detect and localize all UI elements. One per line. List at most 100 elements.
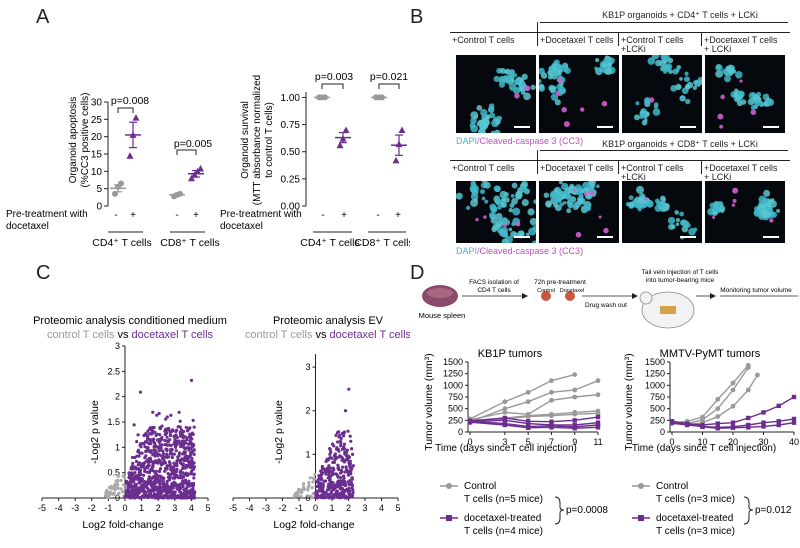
- nucleus: [497, 204, 502, 210]
- volcano-point-docetaxel: [342, 442, 347, 446]
- nucleus: [559, 202, 564, 207]
- series-point: [525, 399, 531, 405]
- series-line: [469, 373, 575, 420]
- volcano-point-docetaxel: [342, 445, 346, 449]
- volcano-point-docetaxel: [156, 461, 160, 465]
- series-line: [469, 393, 599, 421]
- volcano-point-docetaxel: [326, 485, 330, 489]
- panel-label-c: C: [36, 262, 51, 284]
- d-arrow-1-head-icon: [522, 293, 528, 299]
- legend-doc-n-kb1p: T cells (n=4 mice): [464, 526, 543, 537]
- volcano-point-docetaxel: [143, 468, 147, 472]
- volcano-point-docetaxel: [338, 492, 342, 496]
- data-point: [177, 190, 183, 197]
- volcano-point-docetaxel: [335, 431, 340, 435]
- volcano-point-docetaxel: [349, 439, 353, 443]
- series-point: [746, 415, 751, 421]
- volcano-point-docetaxel: [165, 455, 169, 459]
- volcano-point-docetaxel: [161, 478, 165, 483]
- x-tick-label: 5: [205, 503, 210, 513]
- volcano-point-control: [306, 486, 310, 491]
- volcano-point-docetaxel: [339, 444, 343, 448]
- nucleus: [668, 69, 673, 75]
- series-point: [776, 419, 781, 424]
- y-tick-label: 1: [115, 442, 120, 452]
- volcano-point-docetaxel: [163, 432, 167, 437]
- volcano-point-docetaxel: [323, 469, 328, 473]
- series-point: [549, 397, 554, 403]
- volcano-point-docetaxel: [146, 449, 151, 453]
- nucleus: [493, 185, 501, 192]
- volcano-point-docetaxel: [184, 478, 188, 482]
- nucleus: [642, 203, 648, 208]
- volcano-point-docetaxel: [161, 452, 166, 456]
- volcano-point-docetaxel: [339, 476, 343, 480]
- d-kb1p-legend: Control T cells (n=5 mice) docetaxel-tre…: [440, 481, 608, 537]
- nucleus: [736, 100, 743, 107]
- volcano-point-docetaxel: [158, 433, 162, 437]
- volcano-point-docetaxel: [345, 448, 349, 452]
- b-top-col-2: +Docetaxel T cells: [540, 35, 614, 45]
- volcano-point-docetaxel: [350, 494, 354, 498]
- b-bottom-sep-2: [618, 160, 619, 174]
- volcano-point-docetaxel: [138, 496, 142, 500]
- x-tick-label: 20: [728, 437, 738, 447]
- volcano-point-docetaxel: [165, 479, 169, 483]
- volcano-point-docetaxel: [173, 474, 177, 479]
- volcano-point-docetaxel: [178, 419, 182, 423]
- nucleus: [481, 122, 489, 130]
- volcano-point-docetaxel: [132, 476, 137, 480]
- volcano-point-docetaxel: [142, 494, 146, 499]
- d-step2a: Control: [537, 288, 555, 294]
- survival-pretreat-label: Pre-treatment with: [220, 209, 302, 220]
- volcano-point-docetaxel: [135, 440, 139, 444]
- nucleus: [523, 92, 531, 101]
- volcano-point-docetaxel: [134, 482, 138, 487]
- legend-control-kb1p: Control: [464, 481, 496, 492]
- volcano-point-control: [301, 482, 306, 486]
- nucleus: [763, 189, 771, 197]
- volcano-point-docetaxel: [139, 476, 143, 481]
- nucleus: [574, 201, 579, 206]
- volcano-point-docetaxel: [188, 432, 192, 436]
- series-point: [502, 415, 508, 421]
- volcano-point-docetaxel: [164, 483, 168, 488]
- volcano-point-docetaxel: [175, 462, 179, 466]
- y-tick-label: 5: [96, 184, 102, 195]
- volcano-point-docetaxel: [163, 469, 167, 473]
- d-mmtv-ylabel: Tumor volume (mm³): [623, 353, 635, 451]
- x-tick-label: -2: [278, 503, 286, 513]
- y-tick-label: 1000: [645, 380, 665, 390]
- apoptosis-pval-cd4: p=0.008: [111, 95, 149, 107]
- nucleus: [634, 114, 640, 121]
- apoptosis-pretreat-label2: docetaxel: [6, 221, 49, 232]
- cc3-signal: [598, 215, 602, 219]
- volcano-point-docetaxel: [161, 482, 165, 486]
- apoptosis-ylabel-1: Organoid apoptosis: [68, 97, 79, 184]
- volcano-point-docetaxel: [182, 458, 186, 462]
- cc3-signal: [524, 85, 531, 92]
- volcano-point-docetaxel: [349, 465, 353, 469]
- volcano-point-docetaxel: [135, 489, 139, 494]
- volcano-point-docetaxel: [130, 489, 134, 493]
- cc3-signal: [580, 107, 585, 112]
- b-bottom-stain-dapi: DAPI: [456, 246, 478, 256]
- series-point: [502, 418, 508, 423]
- volcano-point-docetaxel: [173, 470, 177, 474]
- legend-p-mmtv: p=0.012: [755, 505, 792, 516]
- volcano-point-docetaxel: [336, 463, 340, 467]
- nucleus: [776, 208, 780, 213]
- nucleus: [646, 200, 653, 207]
- nucleus: [582, 181, 590, 190]
- nucleus: [675, 68, 680, 73]
- nucleus: [490, 130, 495, 133]
- volcano-point-docetaxel: [149, 450, 153, 454]
- volcano-point-docetaxel: [179, 428, 183, 432]
- volcano-point-docetaxel: [335, 446, 339, 450]
- volcano-point-docetaxel: [182, 487, 186, 492]
- b-top-sep-1: [537, 22, 538, 46]
- volcano-point-docetaxel: [346, 480, 350, 484]
- data-point: [112, 190, 118, 197]
- apoptosis-pretreat-label: Pre-treatment with: [6, 209, 88, 220]
- survival-pretreat-label2: docetaxel: [220, 221, 263, 232]
